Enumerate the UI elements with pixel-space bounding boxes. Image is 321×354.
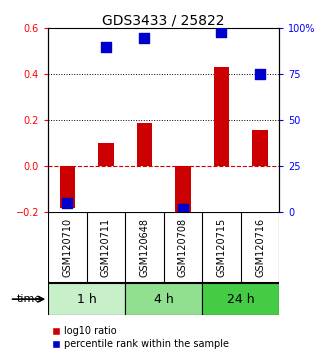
Bar [175,166,191,217]
Point [257,72,263,77]
Bar [125,283,202,315]
Bar [252,130,268,166]
Text: time: time [16,294,42,304]
Text: 4 h: 4 h [154,293,174,306]
Text: GSM120711: GSM120711 [101,218,111,278]
Legend: log10 ratio, percentile rank within the sample: log10 ratio, percentile rank within the … [53,326,229,349]
Bar [214,68,229,166]
Point [65,200,70,206]
Text: GSM120715: GSM120715 [216,218,227,278]
Text: GSM120716: GSM120716 [255,218,265,278]
Text: GSM120648: GSM120648 [139,218,150,277]
Bar [202,283,279,315]
Text: GSM120708: GSM120708 [178,218,188,278]
Bar [60,166,75,208]
Point [103,44,108,50]
Point [142,35,147,40]
Bar [48,283,125,315]
Title: GDS3433 / 25822: GDS3433 / 25822 [102,13,225,27]
Point [180,206,186,212]
Text: 24 h: 24 h [227,293,255,306]
Bar [98,143,114,166]
Text: GSM120710: GSM120710 [62,218,73,278]
Text: 1 h: 1 h [77,293,97,306]
Bar [137,123,152,166]
Point [219,29,224,35]
